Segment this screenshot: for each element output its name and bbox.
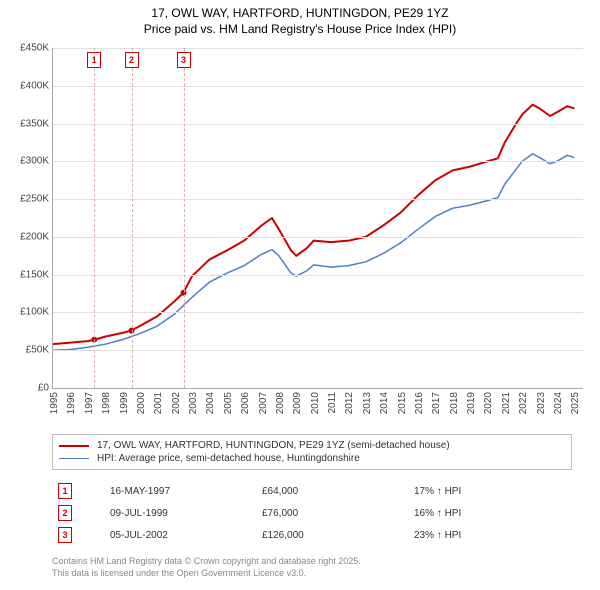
x-axis-label: 2011 <box>327 392 338 414</box>
y-axis-label: £100K <box>3 307 49 318</box>
y-axis-label: £400K <box>3 80 49 91</box>
legend-label-price: 17, OWL WAY, HARTFORD, HUNTINGDON, PE29 … <box>97 440 450 451</box>
y-axis-label: £0 <box>3 383 49 394</box>
event-vline <box>94 48 95 388</box>
x-axis-label: 2002 <box>171 392 182 414</box>
x-axis-label: 1999 <box>119 392 130 414</box>
x-axis-label: 2013 <box>362 392 373 414</box>
event-row: 2 09-JUL-1999£76,00016% ↑ HPI <box>52 502 572 524</box>
event-hpi: 23% ↑ HPI <box>408 524 572 546</box>
x-axis-label: 2012 <box>344 392 355 414</box>
x-axis-label: 2004 <box>205 392 216 414</box>
x-axis-label: 2021 <box>501 392 512 414</box>
x-axis-label: 2022 <box>518 392 529 414</box>
event-date: 16-MAY-1997 <box>104 480 256 502</box>
x-axis-label: 2018 <box>449 392 460 414</box>
event-vline <box>184 48 185 388</box>
event-marker-2: 2 <box>125 52 139 68</box>
event-price: £76,000 <box>256 502 408 524</box>
x-axis-label: 2020 <box>483 392 494 414</box>
y-axis-label: £150K <box>3 269 49 280</box>
x-axis-label: 2007 <box>258 392 269 414</box>
event-row: 3 05-JUL-2002£126,00023% ↑ HPI <box>52 524 572 546</box>
event-marker-3: 3 <box>177 52 191 68</box>
x-axis-label: 2019 <box>466 392 477 414</box>
legend-box: 17, OWL WAY, HARTFORD, HUNTINGDON, PE29 … <box>52 434 572 470</box>
event-date: 05-JUL-2002 <box>104 524 256 546</box>
event-row: 1 16-MAY-1997£64,00017% ↑ HPI <box>52 480 572 502</box>
event-row-marker: 2 <box>58 505 72 521</box>
x-axis-label: 1995 <box>49 392 60 414</box>
footer-line-2: This data is licensed under the Open Gov… <box>52 568 572 580</box>
event-date: 09-JUL-1999 <box>104 502 256 524</box>
legend-swatch-hpi <box>59 458 89 459</box>
x-axis-label: 2006 <box>240 392 251 414</box>
x-axis-label: 2001 <box>153 392 164 414</box>
footer-line-1: Contains HM Land Registry data © Crown c… <box>52 556 572 568</box>
x-axis-label: 2000 <box>136 392 147 414</box>
y-axis-label: £450K <box>3 43 49 54</box>
legend-swatch-price <box>59 445 89 447</box>
x-axis-label: 1996 <box>66 392 77 414</box>
legend-row-1: 17, OWL WAY, HARTFORD, HUNTINGDON, PE29 … <box>59 439 565 452</box>
chart-plot-area: £0£50K£100K£150K£200K£250K£300K£350K£400… <box>52 48 583 389</box>
event-row-marker: 1 <box>58 483 72 499</box>
event-row-marker: 3 <box>58 527 72 543</box>
event-hpi: 16% ↑ HPI <box>408 502 572 524</box>
y-axis-label: £350K <box>3 118 49 129</box>
chart-title: 17, OWL WAY, HARTFORD, HUNTINGDON, PE29 … <box>0 0 600 37</box>
x-axis-label: 1997 <box>84 392 95 414</box>
x-axis-label: 1998 <box>101 392 112 414</box>
legend-row-2: HPI: Average price, semi-detached house,… <box>59 452 565 465</box>
legend-label-hpi: HPI: Average price, semi-detached house,… <box>97 453 360 464</box>
event-price: £64,000 <box>256 480 408 502</box>
event-marker-1: 1 <box>87 52 101 68</box>
event-price: £126,000 <box>256 524 408 546</box>
x-axis-label: 2023 <box>536 392 547 414</box>
y-axis-label: £300K <box>3 156 49 167</box>
y-axis-label: £200K <box>3 231 49 242</box>
x-axis-label: 2009 <box>292 392 303 414</box>
x-axis-label: 2017 <box>431 392 442 414</box>
x-axis-label: 2003 <box>188 392 199 414</box>
x-axis-label: 2014 <box>379 392 390 414</box>
x-axis-label: 2024 <box>553 392 564 414</box>
chart-container: 17, OWL WAY, HARTFORD, HUNTINGDON, PE29 … <box>0 0 600 590</box>
event-vline <box>132 48 133 388</box>
title-line-2: Price paid vs. HM Land Registry's House … <box>0 22 600 38</box>
x-axis-label: 2005 <box>223 392 234 414</box>
event-hpi: 17% ↑ HPI <box>408 480 572 502</box>
y-axis-label: £50K <box>3 345 49 356</box>
x-axis-label: 2025 <box>570 392 581 414</box>
y-axis-label: £250K <box>3 194 49 205</box>
x-axis-label: 2016 <box>414 392 425 414</box>
x-axis-label: 2008 <box>275 392 286 414</box>
events-table: 1 16-MAY-1997£64,00017% ↑ HPI 2 09-JUL-1999… <box>52 480 572 546</box>
title-line-1: 17, OWL WAY, HARTFORD, HUNTINGDON, PE29 … <box>0 6 600 22</box>
x-axis-label: 2010 <box>310 392 321 414</box>
x-axis-label: 2015 <box>397 392 408 414</box>
footer-attribution: Contains HM Land Registry data © Crown c… <box>52 556 572 579</box>
